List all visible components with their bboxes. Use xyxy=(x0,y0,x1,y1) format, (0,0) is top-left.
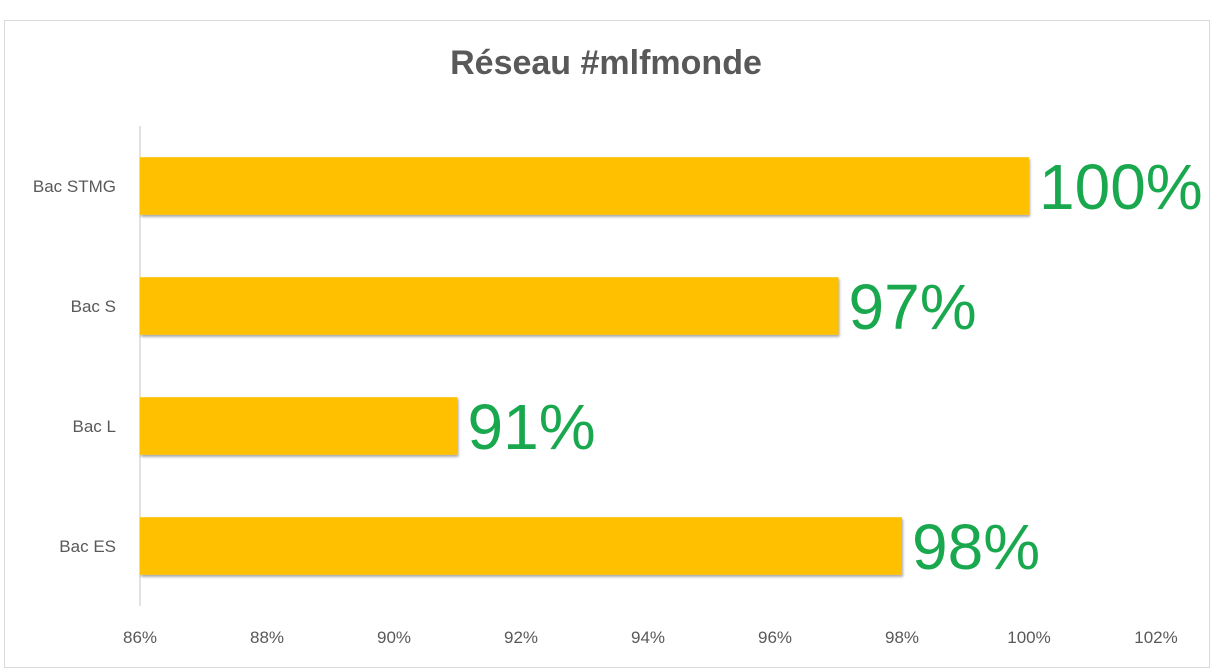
axis-layer: 86% 88% 90% 92% 94% 96% 98% 100% 102% xyxy=(123,126,1178,647)
bar-layer xyxy=(140,157,1029,575)
data-label: 100% xyxy=(1039,151,1203,223)
data-label: 98% xyxy=(912,511,1040,583)
data-label: 97% xyxy=(849,271,977,343)
bar xyxy=(140,277,839,335)
category-label: Bac STMG xyxy=(33,177,116,196)
bar xyxy=(140,157,1029,215)
x-tick-label: 86% xyxy=(123,628,157,647)
x-tick-label: 98% xyxy=(885,628,919,647)
data-label: 91% xyxy=(468,391,596,463)
bar xyxy=(140,517,902,575)
x-tick-label: 100% xyxy=(1007,628,1050,647)
chart-title: Réseau #mlfmonde xyxy=(450,44,762,82)
x-tick-label: 92% xyxy=(504,628,538,647)
x-tick-label: 88% xyxy=(250,628,284,647)
category-label: Bac L xyxy=(73,417,116,436)
x-tick-label: 102% xyxy=(1134,628,1177,647)
x-tick-label: 96% xyxy=(758,628,792,647)
x-tick-label: 90% xyxy=(377,628,411,647)
x-tick-label: 94% xyxy=(631,628,665,647)
bar xyxy=(140,397,458,455)
category-label: Bac S xyxy=(71,297,116,316)
label-layer: Bac STMG 100% Bac S 97% Bac L 91% Bac ES 98% xyxy=(33,151,1203,583)
category-label: Bac ES xyxy=(59,537,116,556)
